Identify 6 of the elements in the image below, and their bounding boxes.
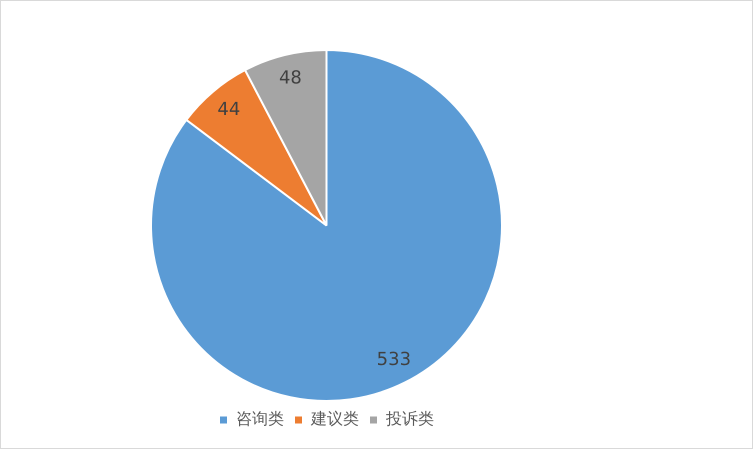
data-label: 533 [376,349,412,370]
legend-label: 建议类 [310,409,359,428]
data-label: 48 [278,68,302,89]
data-label: 44 [217,99,240,120]
legend-label: 投诉类 [385,409,434,428]
legend-label: 咨询类 [236,409,284,428]
